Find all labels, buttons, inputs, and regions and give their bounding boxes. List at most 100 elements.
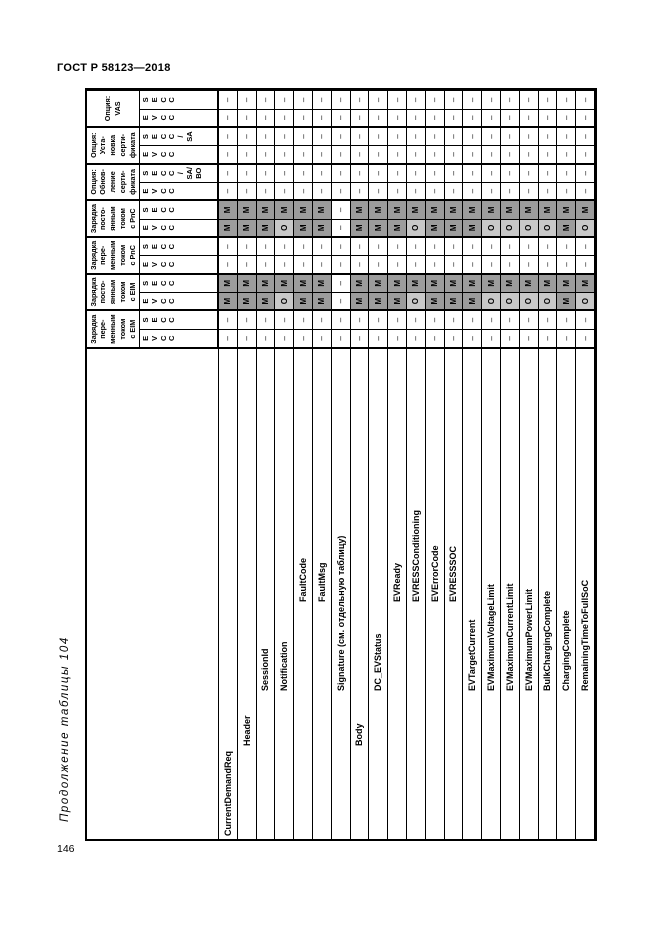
value-cell: –	[425, 328, 445, 347]
value-cell: –	[275, 90, 295, 109]
value-cell: –	[557, 328, 577, 347]
value-cell: –	[275, 181, 295, 201]
message-name-cell: DC_EVStatus	[369, 347, 389, 839]
value-cell: –	[519, 145, 539, 164]
value-cell: –	[237, 181, 257, 201]
value-cell: M	[482, 273, 501, 292]
value-cell: –	[519, 328, 539, 347]
value-cell: –	[444, 310, 464, 329]
value-cell: –	[312, 126, 332, 146]
value-cell: –	[331, 218, 351, 237]
value-cell: O	[482, 291, 501, 311]
value-cell: –	[557, 236, 577, 256]
value-cell: –	[219, 90, 238, 109]
value-cell: –	[444, 145, 464, 164]
value-cell: –	[482, 163, 501, 182]
value-cell: –	[369, 181, 389, 201]
value-cell: –	[576, 163, 595, 182]
value-cell: –	[388, 255, 407, 274]
column-group-header: Опция: VAS	[87, 90, 140, 127]
value-cell: M	[388, 200, 407, 219]
value-cell: M	[369, 291, 389, 311]
message-name-cell: EVErrorCode	[425, 347, 445, 839]
value-cell: –	[256, 255, 276, 274]
value-cell: M	[275, 273, 295, 292]
value-cell: –	[557, 145, 577, 164]
value-cell: –	[576, 145, 595, 164]
value-cell: O	[500, 218, 520, 237]
value-cell: O	[519, 291, 539, 311]
message-name-cell: EVReady	[388, 347, 407, 839]
value-cell: –	[538, 163, 558, 182]
value-cell: –	[463, 145, 483, 164]
message-name-cell: EVRESSConditioning	[406, 347, 426, 839]
value-cell: –	[500, 108, 520, 127]
value-cell: M	[256, 200, 276, 219]
subheader-evcc: E V C C	[140, 291, 219, 311]
value-cell: –	[331, 90, 351, 109]
value-cell: –	[519, 126, 539, 146]
value-cell: –	[482, 255, 501, 274]
message-name-cell: EVTargetCurrent	[463, 347, 483, 839]
value-cell: –	[557, 310, 577, 329]
value-cell: –	[219, 236, 238, 256]
value-cell: –	[482, 145, 501, 164]
value-cell: M	[444, 291, 464, 311]
value-cell: –	[275, 328, 295, 347]
value-cell: –	[519, 163, 539, 182]
value-cell: –	[500, 181, 520, 201]
value-cell: –	[219, 126, 238, 146]
value-cell: –	[275, 163, 295, 182]
value-cell: –	[425, 108, 445, 127]
value-cell: –	[256, 328, 276, 347]
subheader-evcc: E V C C	[140, 218, 219, 237]
column-group-header: Опция: Обнов- ление серти- фиката	[87, 163, 140, 201]
value-cell: –	[294, 145, 313, 164]
value-cell: M	[406, 273, 426, 292]
value-cell: –	[500, 236, 520, 256]
value-cell: –	[256, 181, 276, 201]
value-cell: M	[219, 218, 238, 237]
value-cell: –	[331, 108, 351, 127]
value-cell: –	[275, 145, 295, 164]
subheader-secc: S E C C	[140, 200, 219, 219]
value-cell: M	[463, 218, 483, 237]
subheader-secc: S E C C	[140, 310, 219, 329]
value-cell: –	[219, 181, 238, 201]
value-cell: M	[463, 273, 483, 292]
value-cell: –	[482, 310, 501, 329]
value-cell: –	[576, 181, 595, 201]
value-cell: –	[350, 310, 370, 329]
value-cell: M	[369, 218, 389, 237]
value-cell: M	[482, 200, 501, 219]
value-cell: M	[219, 200, 238, 219]
value-cell: O	[275, 291, 295, 311]
value-cell: –	[463, 255, 483, 274]
value-cell: –	[500, 163, 520, 182]
value-cell: –	[369, 255, 389, 274]
value-cell: –	[576, 126, 595, 146]
value-cell: –	[369, 108, 389, 127]
value-cell: M	[388, 273, 407, 292]
message-name-cell: EVMaximumVoltageLimit	[482, 347, 501, 839]
value-cell: –	[237, 236, 257, 256]
value-cell: –	[500, 310, 520, 329]
value-cell: M	[219, 273, 238, 292]
value-cell: –	[463, 236, 483, 256]
value-cell: –	[331, 236, 351, 256]
value-cell: –	[331, 200, 351, 219]
value-cell: –	[237, 163, 257, 182]
subheader-secc: S E C C	[140, 236, 219, 256]
value-cell: –	[294, 328, 313, 347]
value-cell: –	[538, 126, 558, 146]
value-cell: –	[406, 255, 426, 274]
value-cell: –	[538, 310, 558, 329]
value-cell: –	[557, 108, 577, 127]
value-cell: –	[237, 108, 257, 127]
value-cell: M	[425, 273, 445, 292]
value-cell: M	[557, 273, 577, 292]
value-cell: M	[369, 273, 389, 292]
value-cell: M	[463, 200, 483, 219]
value-cell: M	[538, 273, 558, 292]
message-name-cell: Notification	[275, 347, 295, 839]
